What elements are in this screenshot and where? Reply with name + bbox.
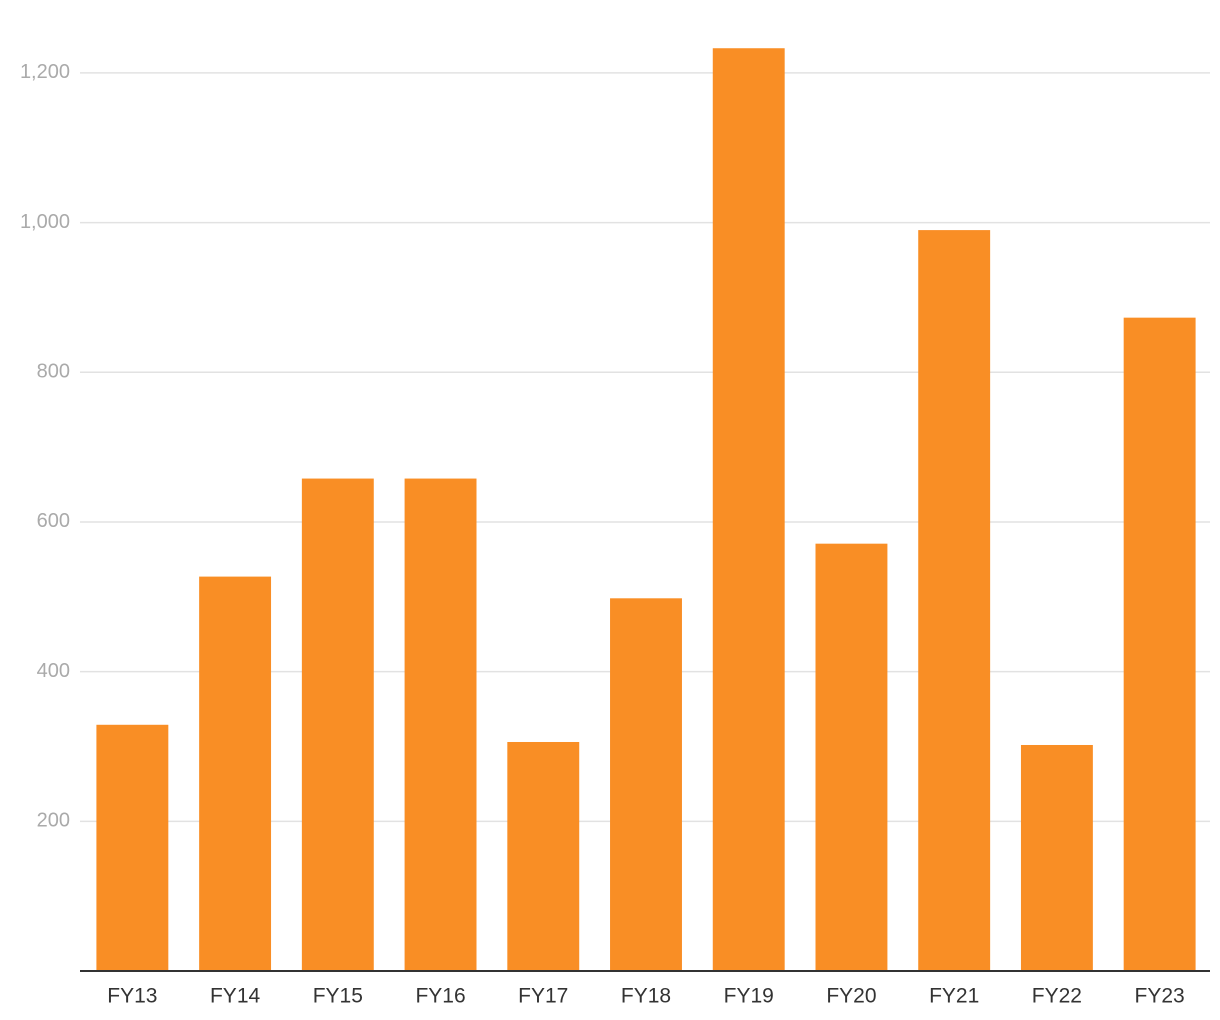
y-tick-label: 600: [37, 510, 70, 532]
y-tick-label: 1,000: [20, 211, 70, 233]
bar: [507, 741, 580, 971]
x-tick-label: FY23: [1135, 985, 1185, 1008]
bar: [96, 724, 169, 971]
bar: [404, 478, 477, 971]
bar: [610, 598, 682, 971]
bar: [1123, 317, 1196, 971]
x-tick-label: FY18: [621, 985, 671, 1008]
y-tick-label: 400: [37, 660, 70, 682]
y-tick-label: 200: [37, 810, 70, 832]
bar: [1020, 744, 1093, 971]
x-tick-label: FY13: [107, 985, 157, 1008]
bar: [199, 576, 272, 971]
x-tick-label: FY14: [210, 985, 261, 1008]
bar: [918, 230, 991, 971]
x-tick-label: FY17: [518, 985, 568, 1008]
bar: [815, 543, 888, 971]
x-tick-label: FY15: [313, 985, 363, 1008]
y-tick-label: 800: [37, 361, 70, 383]
x-tick-label: FY22: [1032, 985, 1082, 1008]
bar: [712, 48, 785, 971]
bar: [301, 478, 374, 971]
y-tick-label: 1,200: [20, 61, 70, 83]
x-tick-label: FY19: [724, 985, 774, 1008]
x-tick-label: FY20: [826, 985, 876, 1008]
x-tick-label: FY16: [415, 985, 465, 1008]
x-tick-label: FY21: [929, 985, 979, 1008]
